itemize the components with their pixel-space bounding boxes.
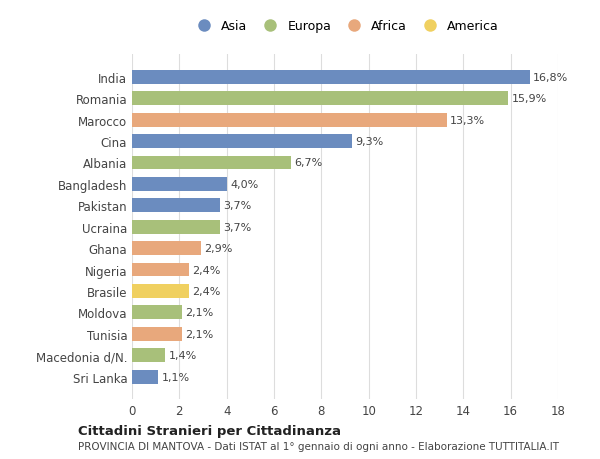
- Bar: [132, 199, 220, 213]
- Text: 4,0%: 4,0%: [230, 179, 259, 190]
- Bar: [132, 135, 352, 149]
- Text: PROVINCIA DI MANTOVA - Dati ISTAT al 1° gennaio di ogni anno - Elaborazione TUTT: PROVINCIA DI MANTOVA - Dati ISTAT al 1° …: [78, 441, 559, 451]
- Text: 2,4%: 2,4%: [193, 286, 221, 296]
- Text: 2,4%: 2,4%: [193, 265, 221, 275]
- Bar: [132, 327, 182, 341]
- Bar: [132, 71, 530, 84]
- Text: 3,7%: 3,7%: [223, 201, 251, 211]
- Legend: Asia, Europa, Africa, America: Asia, Europa, Africa, America: [187, 17, 503, 37]
- Text: Cittadini Stranieri per Cittadinanza: Cittadini Stranieri per Cittadinanza: [78, 424, 341, 437]
- Text: 1,4%: 1,4%: [169, 350, 197, 360]
- Text: 15,9%: 15,9%: [512, 94, 547, 104]
- Text: 16,8%: 16,8%: [533, 73, 568, 83]
- Bar: [132, 178, 227, 191]
- Text: 2,1%: 2,1%: [185, 329, 214, 339]
- Bar: [132, 348, 165, 362]
- Text: 13,3%: 13,3%: [451, 115, 485, 125]
- Bar: [132, 156, 290, 170]
- Bar: [132, 306, 182, 319]
- Text: 2,1%: 2,1%: [185, 308, 214, 318]
- Text: 2,9%: 2,9%: [204, 244, 233, 253]
- Text: 3,7%: 3,7%: [223, 222, 251, 232]
- Bar: [132, 92, 508, 106]
- Bar: [132, 284, 189, 298]
- Text: 9,3%: 9,3%: [356, 137, 384, 147]
- Bar: [132, 370, 158, 384]
- Bar: [132, 113, 447, 127]
- Bar: [132, 241, 200, 256]
- Text: 1,1%: 1,1%: [161, 372, 190, 382]
- Text: 6,7%: 6,7%: [294, 158, 322, 168]
- Bar: [132, 220, 220, 234]
- Bar: [132, 263, 189, 277]
